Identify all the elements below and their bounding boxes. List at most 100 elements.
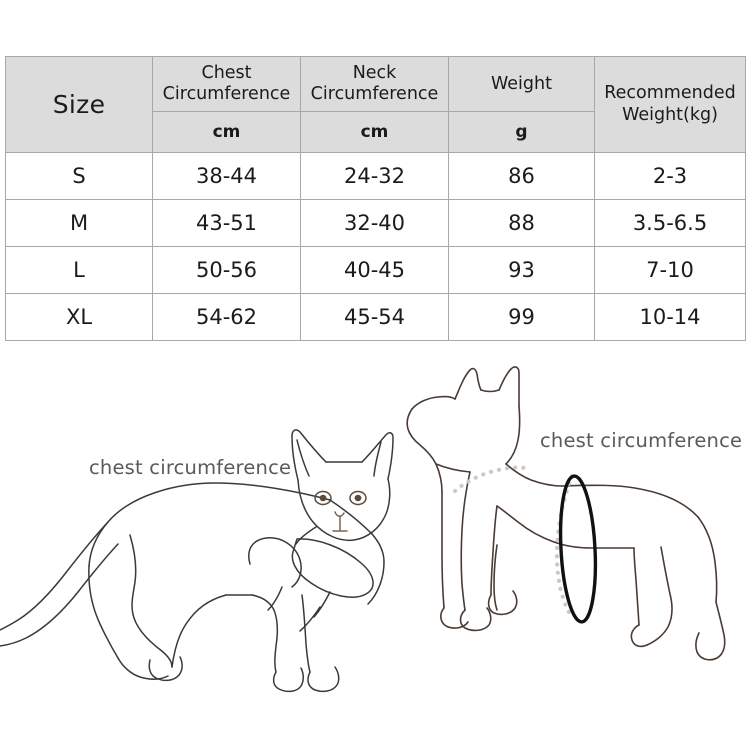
cell-neck: 32-40 xyxy=(300,199,449,247)
table-header-row-main: Size Chest Circumference Neck Circumfere… xyxy=(5,56,746,153)
header-neck-line2: Circumference xyxy=(310,84,439,104)
cat-chest-circumference-label: chest circumference xyxy=(89,456,292,479)
dog-jaw-line xyxy=(435,463,471,473)
header-recommended-weight: Recommended Weight(kg) xyxy=(594,56,746,153)
cell-size: M xyxy=(5,199,153,247)
cell-weight: 99 xyxy=(448,293,595,341)
cell-neck: 40-45 xyxy=(300,246,449,294)
table-row: M 43-51 32-40 88 3.5-6.5 xyxy=(5,199,746,247)
cat-ear-right-outer xyxy=(361,432,394,480)
cat-cheek-left xyxy=(295,526,317,545)
cat-rear-paw-near xyxy=(148,656,183,682)
dog-chest-bottom xyxy=(496,505,555,543)
cat-face-outline xyxy=(297,478,391,542)
header-unit-neck: cm xyxy=(300,111,449,153)
dog-back xyxy=(561,484,699,518)
header-unit-weight: g xyxy=(448,111,595,153)
header-unit-chest: cm xyxy=(152,111,301,153)
cat-shoulder-line xyxy=(267,586,283,611)
cell-recommended-weight: 7-10 xyxy=(594,246,746,294)
cell-weight: 88 xyxy=(448,199,595,247)
cell-size: XL xyxy=(5,293,153,341)
header-size: Size xyxy=(5,56,153,153)
dog-front-paw-far xyxy=(459,607,492,632)
cat-rear-thigh xyxy=(129,534,173,668)
cell-neck: 45-54 xyxy=(300,293,449,341)
header-neck-circumference: Neck Circumference xyxy=(300,56,449,112)
cat-nose xyxy=(334,511,345,517)
cat-chest-line xyxy=(313,591,331,618)
illustrations-area xyxy=(0,352,750,750)
cat-ear-left-inner xyxy=(296,439,310,477)
cell-recommended-weight: 2-3 xyxy=(594,152,746,200)
cat-ear-right-inner xyxy=(373,441,382,477)
pet-measurement-illustration xyxy=(0,366,726,693)
cat-front-paw-far xyxy=(272,667,304,693)
cat-back-line xyxy=(88,482,331,567)
cat-belly xyxy=(171,594,227,668)
dog-front-leg-far xyxy=(460,471,471,611)
cat-pupil-right xyxy=(354,494,362,502)
header-weight: Weight xyxy=(448,56,595,112)
cat-front-leg-near xyxy=(301,594,311,673)
size-table-container: Size Chest Circumference Neck Circumfere… xyxy=(5,56,746,341)
cat-front-leg-far xyxy=(251,594,279,673)
table-header: Size Chest Circumference Neck Circumfere… xyxy=(5,56,746,153)
dog-chest-circumference-label: chest circumference xyxy=(540,429,743,452)
cell-chest: 54-62 xyxy=(152,293,301,341)
cell-weight: 86 xyxy=(448,152,595,200)
cat-rear-paw-far xyxy=(117,657,169,680)
dog-chest-measure-ring xyxy=(558,474,598,624)
dog-rear-leg-far xyxy=(695,601,726,661)
dog-muzzle-top xyxy=(411,395,456,410)
dog-ear-gap xyxy=(480,389,500,393)
cell-size: L xyxy=(5,246,153,294)
cat-rump xyxy=(88,565,119,659)
cell-chest: 38-44 xyxy=(152,152,301,200)
cell-chest: 43-51 xyxy=(152,199,301,247)
header-chest-line2: Circumference xyxy=(162,84,291,104)
cell-neck: 24-32 xyxy=(300,152,449,200)
cat-front-paw-near xyxy=(307,666,340,693)
size-table: Size Chest Circumference Neck Circumfere… xyxy=(5,56,746,341)
header-rec-line2: Weight(kg) xyxy=(622,104,718,125)
cat-chest-measure-loop xyxy=(291,538,374,598)
dog-foreleg-back-edge xyxy=(441,491,445,609)
dog-ear-right xyxy=(498,366,520,407)
dog-illustration xyxy=(406,366,726,661)
cat-illustration xyxy=(0,429,394,693)
table-row: S 38-44 24-32 86 2-3 xyxy=(5,152,746,200)
header-chest-circumference: Chest Circumference xyxy=(152,56,301,112)
header-neck-line1: Neck xyxy=(352,63,397,84)
cell-recommended-weight: 3.5-6.5 xyxy=(594,199,746,247)
cell-weight: 93 xyxy=(448,246,595,294)
cat-tail-top xyxy=(0,521,109,631)
cell-chest: 50-56 xyxy=(152,246,301,294)
cat-measure-band-left xyxy=(248,537,302,588)
cat-eye-left xyxy=(314,490,332,506)
cat-pupil-left xyxy=(319,494,327,502)
dog-rear-paw-near xyxy=(630,624,648,648)
table-body: S 38-44 24-32 86 2-3 M 43-51 32-40 88 3.… xyxy=(5,152,746,341)
cell-recommended-weight: 10-14 xyxy=(594,293,746,341)
dog-head-right xyxy=(505,405,521,465)
cat-front-right xyxy=(367,561,385,605)
header-chest-line1: Chest xyxy=(201,63,252,84)
dog-front-paw-near xyxy=(487,590,518,616)
dog-belly xyxy=(553,541,635,549)
cat-eye-right xyxy=(349,490,367,506)
cat-neck-right xyxy=(329,499,373,535)
dog-front-leg-near-back xyxy=(490,505,498,596)
table-header-row-units: cm cm g xyxy=(6,111,746,153)
header-rec-line1: Recommended xyxy=(604,83,736,104)
dog-rear-leg-near xyxy=(646,546,673,646)
dog-neck-back xyxy=(505,463,563,487)
dog-throat xyxy=(406,408,443,493)
cat-chest-right xyxy=(371,533,385,563)
cat-shoulder-line-2 xyxy=(299,606,321,632)
dog-rump xyxy=(697,516,718,603)
dog-front-paw-left xyxy=(440,607,469,629)
cat-tail-bottom xyxy=(0,543,119,647)
dog-ear-left xyxy=(457,367,482,393)
